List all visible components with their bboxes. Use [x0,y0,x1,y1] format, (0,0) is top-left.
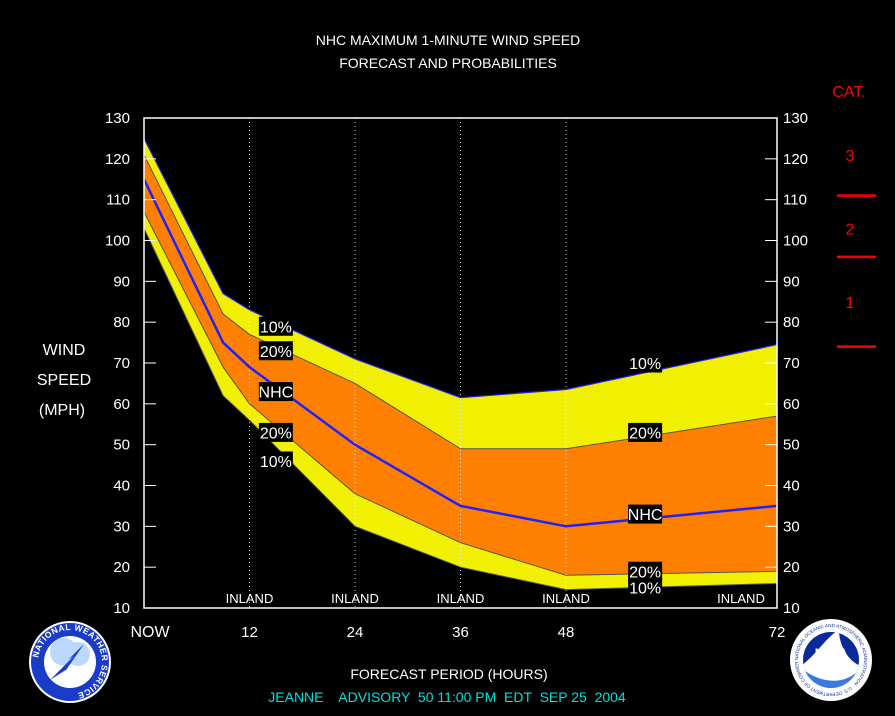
point-label-text: 20% [260,344,292,361]
inland-label-48: INLAND [542,591,590,606]
advisory-footer: JEANNE ADVISORY 50 11:00 PM EDT SEP 25 2… [268,689,626,705]
point-label-box [628,578,663,598]
point-label-text: 10% [260,454,292,471]
y-axis-label-line-2: SPEED [37,372,91,389]
y-tick-label-left-100: 100 [105,233,130,250]
chart-title-line-1: NHC MAXIMUM 1-MINUTE WIND SPEED [316,32,580,48]
x-tick-label-24: 24 [347,624,364,641]
y-tick-label-left-70: 70 [113,355,130,372]
point-label-9: 10% [628,578,663,598]
y-tick-label-left-20: 20 [113,559,130,576]
x-tick-label-12: 12 [241,624,258,641]
y-tick-label-right-100: 100 [783,233,808,250]
point-label-5: 10% [628,353,663,373]
point-label-text: 20% [260,425,292,442]
y-tick-label-left-130: 130 [105,110,130,127]
point-label-text: 20% [629,425,661,442]
point-label-box [258,422,293,442]
x-tick-label-48: 48 [558,624,575,641]
category-header: CAT. [832,84,865,101]
y-tick-label-right-30: 30 [783,518,800,535]
series-line-nhc [142,178,778,528]
point-label-box [258,451,293,471]
point-label-text: 10% [629,581,661,598]
chart-title-line-2: FORECAST AND PROBABILITIES [339,55,557,71]
y-tick-label-right-130: 130 [783,110,808,127]
y-tick-label-left-110: 110 [106,192,130,209]
inland-label-24: INLAND [331,591,379,606]
point-label-2: NHC [258,382,294,402]
point-label-box [628,353,663,373]
point-label-1: 20% [258,341,293,361]
category-label-1: 1 [846,295,855,312]
inland-label-36: INLAND [437,591,485,606]
series-line-lower-10 [143,228,778,591]
y-tick-label-right-10: 10 [783,600,800,617]
point-label-box [628,422,663,442]
inland-label-72: INLAND [717,591,765,606]
point-label-box [628,504,663,524]
point-label-box [258,341,293,361]
y-tick-label-right-20: 20 [783,559,800,576]
band-20-percent [144,154,777,576]
y-axis-label-line-1: WIND [43,342,86,359]
y-tick-label-left-30: 30 [113,518,130,535]
noaa-bird-icon [803,632,859,688]
point-label-box [258,316,293,336]
nws-logo: NATIONAL WEATHER SERVICE [29,621,111,703]
point-label-4: 10% [258,451,293,471]
point-label-text: NHC [259,385,294,402]
point-label-text: 10% [629,356,661,373]
series-line-upper-20 [143,154,778,450]
y-tick-label-right-120: 120 [783,151,808,168]
point-label-3: 20% [258,422,293,442]
y-tick-label-left-60: 60 [113,396,130,413]
y-tick-label-right-110: 110 [783,192,807,209]
y-tick-label-left-10: 10 [113,600,130,617]
x-axis-label: FORECAST PERIOD (HOURS) [350,666,547,682]
y-tick-label-left-120: 120 [105,151,130,168]
point-label-text: 10% [260,319,292,336]
point-label-text: 20% [629,564,661,581]
y-tick-label-right-40: 40 [783,478,800,495]
point-label-7: NHC [628,504,663,524]
point-label-box [628,561,663,581]
y-tick-label-left-90: 90 [113,273,130,290]
y-axis-label-line-3: (MPH) [39,402,85,419]
y-tick-label-right-70: 70 [783,355,800,372]
y-tick-label-left-50: 50 [113,437,130,454]
inland-label-12: INLAND [226,591,274,606]
y-tick-label-left-80: 80 [113,314,130,331]
x-tick-label-72: 72 [769,624,786,641]
y-tick-label-left-40: 40 [113,478,130,495]
point-label-0: 10% [258,316,293,336]
series-line-lower-20 [143,211,778,576]
series-line-upper-10 [143,138,778,399]
y-tick-label-right-50: 50 [783,437,800,454]
point-label-text: NHC [628,507,663,524]
point-label-6: 20% [628,422,663,442]
x-tick-label-36: 36 [452,624,469,641]
point-label-8: 20% [628,561,663,581]
category-label-3: 3 [846,148,855,165]
noaa-logo: NOAA NATIONAL OCEANIC AND ATMOSPHERIC AD… [790,619,872,701]
y-tick-label-right-60: 60 [783,396,800,413]
plot-area: 10 10 20 20 30 30 40 40 50 50 60 60 70 70 80 80 90 90 100 1… [105,110,876,641]
lightning-bolt-icon [50,644,84,680]
point-label-box [258,382,293,402]
x-tick-label-0: NOW [130,624,170,641]
category-label-2: 2 [846,221,855,238]
y-tick-label-right-90: 90 [783,273,800,290]
y-tick-label-right-80: 80 [783,314,800,331]
noaa-logo-label: NOAA [815,647,847,659]
